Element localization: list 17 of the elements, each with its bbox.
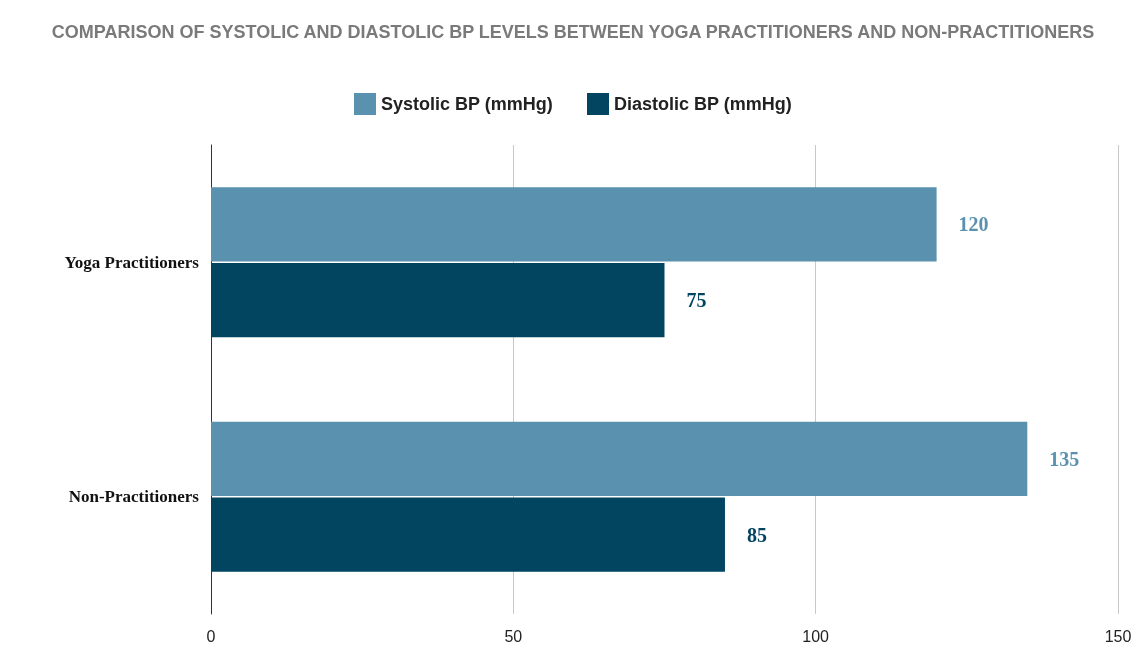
y-tick-label: Yoga Practitioners <box>64 252 200 272</box>
x-tick-label: 50 <box>504 627 523 645</box>
legend-label: Systolic BP (mmHg) <box>380 94 553 114</box>
data-label: 120 <box>958 213 989 236</box>
x-tick-label: 150 <box>1104 627 1132 645</box>
bar <box>211 187 937 262</box>
data-label: 75 <box>686 289 707 312</box>
data-label: 85 <box>746 523 767 546</box>
bar <box>211 421 1028 497</box>
legend-label: Diastolic BP (mmHg) <box>614 94 792 114</box>
chart-title: COMPARISON OF SYSTOLIC AND DIASTOLIC BP LEVELS BETWEEN YOGA PRACTITIONERS AND NON-PRACTITIONERS <box>51 22 1095 42</box>
bar <box>211 497 725 572</box>
bar <box>211 262 665 338</box>
x-tick-label: 100 <box>802 627 830 645</box>
y-tick-label: Non-Practitioners <box>68 487 200 507</box>
data-label: 135 <box>1049 447 1080 470</box>
x-tick-label: 0 <box>206 627 216 645</box>
